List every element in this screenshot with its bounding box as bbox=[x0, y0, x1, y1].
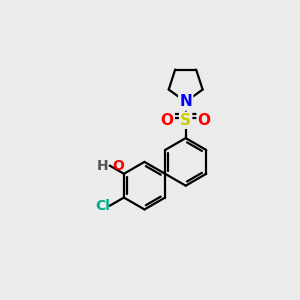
Text: S: S bbox=[180, 113, 191, 128]
Text: O: O bbox=[161, 113, 174, 128]
Text: H: H bbox=[97, 159, 108, 172]
Text: O: O bbox=[198, 113, 211, 128]
Text: O: O bbox=[113, 159, 124, 172]
Text: Cl: Cl bbox=[95, 199, 110, 213]
Text: N: N bbox=[179, 94, 192, 110]
Text: N: N bbox=[179, 94, 192, 110]
